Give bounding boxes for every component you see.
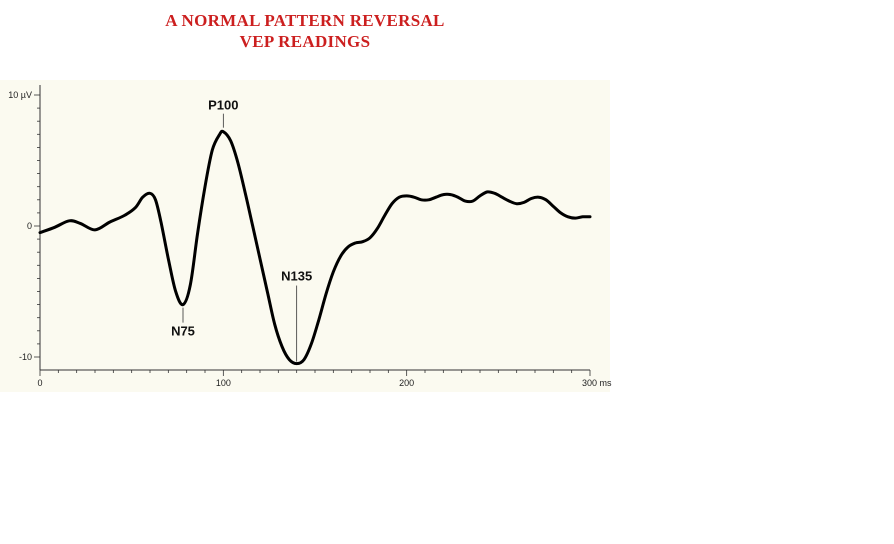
annotation-label: N75 [171,324,195,339]
y-tick-label: 10 µV [8,90,32,100]
chart-title: A NORMAL PATTERN REVERSAL VEP READINGS [120,10,490,52]
x-tick-label: 100 [216,378,231,388]
x-tick-label: 200 [399,378,414,388]
ticks: 0 100 200 300 ms 10 µV 0 -10 [8,90,612,388]
annotation-label: N135 [281,269,312,284]
chart-title-line-2: VEP READINGS [239,32,371,51]
annotation-label: P100 [208,98,238,113]
chart-title-line-1: A NORMAL PATTERN REVERSAL [165,11,445,30]
x-tick-label: 0 [37,378,42,388]
vep-waveform-line [38,129,592,366]
plot-background [0,80,610,392]
x-tick-label: 300 ms [582,378,612,388]
y-tick-label: 0 [27,221,32,231]
peak-annotations: N75 P100 N135 [171,98,312,362]
y-tick-label: -10 [19,352,32,362]
